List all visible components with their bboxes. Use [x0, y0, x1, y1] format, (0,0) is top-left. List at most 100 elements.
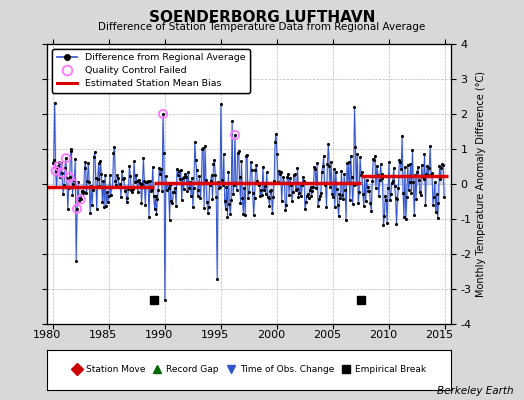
Point — [302, 199, 310, 206]
Point — [54, 163, 62, 170]
Point — [238, 195, 247, 201]
Point — [342, 217, 350, 223]
Point — [361, 172, 369, 179]
Point — [275, 168, 283, 174]
Point — [182, 174, 191, 180]
Point — [411, 172, 419, 178]
Point — [69, 181, 78, 187]
Point — [66, 174, 74, 180]
Y-axis label: Monthly Temperature Anomaly Difference (°C): Monthly Temperature Anomaly Difference (… — [476, 71, 486, 297]
Point — [62, 155, 70, 161]
Point — [314, 202, 322, 209]
Point — [280, 180, 289, 186]
Point — [362, 198, 370, 204]
Point — [133, 177, 141, 184]
Point — [268, 210, 277, 216]
Point — [285, 192, 293, 198]
Point — [62, 155, 70, 161]
Point — [440, 193, 449, 200]
Point — [132, 172, 140, 178]
Point — [373, 162, 381, 169]
Point — [261, 191, 270, 198]
Point — [56, 174, 64, 180]
Point — [327, 159, 335, 165]
Point — [205, 181, 214, 188]
Point — [303, 192, 311, 199]
Point — [332, 169, 340, 175]
Point — [340, 170, 348, 177]
Point — [169, 189, 178, 196]
Point — [113, 172, 122, 178]
Point — [367, 208, 375, 214]
Point — [436, 176, 444, 183]
Point — [283, 174, 291, 181]
Point — [202, 177, 210, 183]
Point — [338, 192, 346, 198]
Point — [369, 156, 377, 162]
Point — [127, 186, 135, 193]
Point — [140, 178, 148, 184]
Point — [329, 193, 337, 200]
Point — [168, 200, 177, 206]
Point — [196, 195, 204, 201]
Point — [159, 111, 167, 117]
Point — [243, 152, 251, 158]
Point — [435, 163, 444, 170]
Point — [217, 176, 226, 183]
Point — [388, 178, 397, 184]
Text: Berkeley Earth: Berkeley Earth — [437, 386, 514, 396]
Point — [333, 186, 341, 192]
Point — [53, 166, 62, 172]
Point — [167, 198, 176, 204]
Point — [204, 204, 213, 210]
Point — [186, 179, 194, 186]
Point — [309, 184, 318, 190]
Point — [427, 172, 435, 178]
Point — [134, 188, 142, 195]
Point — [331, 204, 339, 210]
Point — [279, 174, 288, 180]
Point — [284, 171, 292, 177]
Point — [141, 202, 149, 208]
Point — [122, 184, 130, 190]
Point — [405, 187, 413, 194]
Point — [117, 193, 125, 200]
Point — [264, 195, 272, 201]
Point — [260, 187, 268, 193]
Point — [229, 191, 237, 198]
Point — [124, 186, 133, 192]
Point — [223, 213, 232, 220]
Point — [91, 148, 99, 155]
Point — [246, 180, 254, 186]
Point — [289, 189, 297, 195]
Point — [149, 193, 158, 200]
Point — [389, 165, 398, 171]
Point — [174, 168, 183, 174]
Point — [303, 190, 312, 197]
Point — [320, 182, 329, 188]
Point — [315, 196, 323, 202]
Point — [52, 184, 61, 190]
Point — [355, 188, 363, 195]
Point — [434, 200, 443, 206]
Point — [61, 164, 69, 171]
Point — [104, 199, 112, 205]
Point — [118, 168, 126, 174]
Point — [358, 191, 367, 198]
Point — [151, 192, 160, 199]
Point — [247, 159, 255, 165]
Point — [150, 206, 159, 212]
Point — [394, 185, 402, 191]
Point — [110, 144, 118, 150]
Point — [307, 192, 315, 199]
Point — [352, 181, 361, 188]
Point — [142, 179, 150, 185]
Point — [203, 199, 211, 205]
Point — [290, 172, 298, 178]
Point — [350, 104, 358, 110]
Point — [439, 162, 447, 168]
Point — [339, 195, 347, 202]
Point — [244, 195, 252, 201]
Point — [125, 163, 134, 169]
Point — [258, 192, 266, 198]
